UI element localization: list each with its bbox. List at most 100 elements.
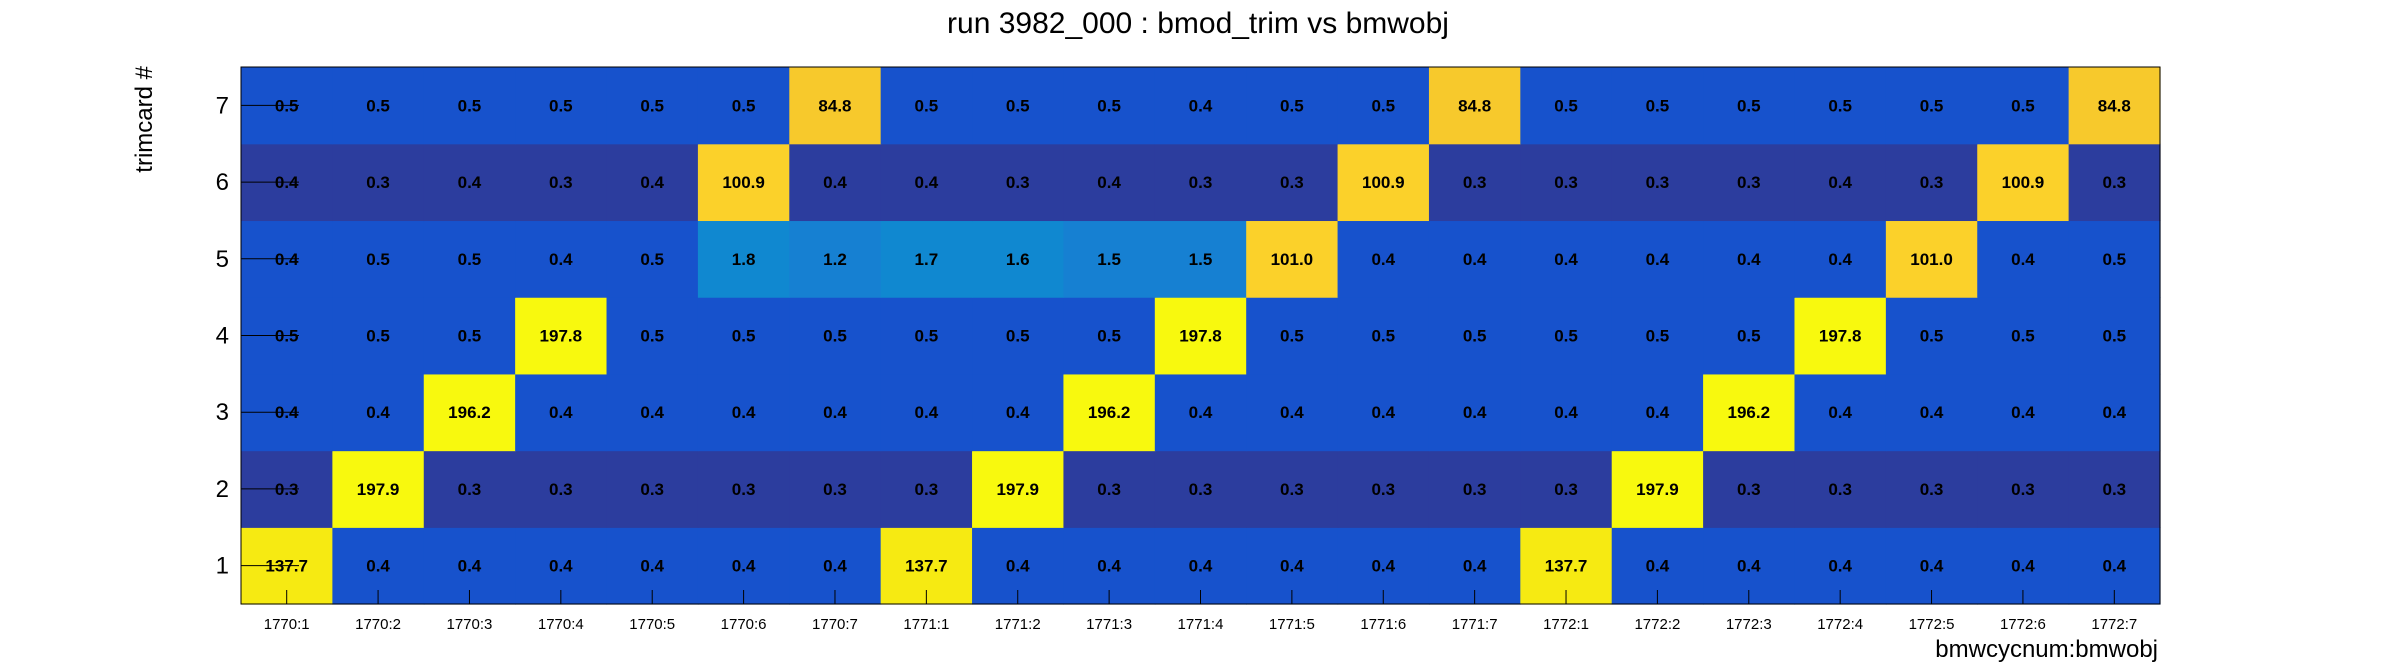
heatmap-cell <box>1337 450 1430 528</box>
heatmap-cell <box>1520 143 1613 222</box>
heatmap-cell <box>1794 373 1887 452</box>
heatmap-cell <box>1794 143 1887 222</box>
cell-value-label: 0.4 <box>915 403 939 422</box>
cell-value-label: 0.4 <box>732 557 756 576</box>
cell-value-label: 0.3 <box>1371 480 1395 499</box>
heatmap-cell <box>1794 297 1887 375</box>
cell-value-label: 0.3 <box>1828 480 1852 499</box>
heatmap-cell <box>515 67 608 145</box>
cell-value-label: 0.5 <box>549 96 573 115</box>
cell-value-label: 197.9 <box>1636 480 1679 499</box>
heatmap-cell <box>1063 297 1156 375</box>
x-tick-label: 1771:5 <box>1269 616 1315 633</box>
heatmap-cell <box>1520 297 1613 375</box>
cell-value-label: 0.5 <box>366 96 390 115</box>
heatmap-cell <box>1885 450 1978 528</box>
cell-value-label: 0.4 <box>2011 557 2035 576</box>
cell-value-label: 0.4 <box>1646 557 1670 576</box>
x-tick-label: 1772:3 <box>1726 616 1772 633</box>
cell-value-label: 0.3 <box>1463 173 1487 192</box>
cell-value-label: 0.4 <box>1006 403 1030 422</box>
cell-value-label: 0.5 <box>1371 96 1395 115</box>
cell-value-label: 0.5 <box>458 327 482 346</box>
y-tick-label: 4 <box>216 323 229 350</box>
cell-value-label: 0.3 <box>1463 480 1487 499</box>
cell-value-label: 0.3 <box>366 173 390 192</box>
cell-value-label: 0.5 <box>1463 327 1487 346</box>
cell-value-label: 0.4 <box>1006 557 1030 576</box>
y-tick-label: 7 <box>216 92 229 119</box>
heatmap-cell <box>2068 220 2161 298</box>
heatmap-cell <box>880 373 973 452</box>
heatmap-cell <box>1977 220 2070 298</box>
cell-value-label: 0.5 <box>1097 96 1121 115</box>
cell-value-label: 0.5 <box>1920 327 1944 346</box>
cell-value-label: 0.5 <box>1097 327 1121 346</box>
x-tick-label: 1771:7 <box>1452 616 1498 633</box>
cell-value-label: 0.4 <box>915 173 939 192</box>
cell-value-label: 0.5 <box>1737 96 1761 115</box>
cell-value-label: 0.3 <box>1920 173 1944 192</box>
cell-value-label: 0.3 <box>275 480 299 499</box>
cell-value-label: 1.7 <box>915 250 939 269</box>
heatmap-cell <box>423 373 516 452</box>
x-tick-label: 1772:4 <box>1817 616 1863 633</box>
cell-value-label: 0.4 <box>366 557 390 576</box>
cell-value-label: 0.4 <box>823 557 847 576</box>
cell-value-label: 0.5 <box>1828 96 1852 115</box>
cell-value-label: 100.9 <box>722 173 765 192</box>
heatmap-cell <box>515 450 608 528</box>
heatmap-cell <box>332 220 425 298</box>
cell-value-label: 197.9 <box>357 480 400 499</box>
heatmap-cell <box>2068 297 2161 375</box>
cell-value-label: 0.5 <box>1920 96 1944 115</box>
y-tick-label: 1 <box>216 553 229 580</box>
cell-value-label: 0.3 <box>1554 480 1578 499</box>
heatmap-cell <box>1703 297 1796 375</box>
cell-value-label: 0.4 <box>732 403 756 422</box>
cell-value-label: 0.5 <box>2102 327 2126 346</box>
heatmap-cell <box>1154 67 1247 145</box>
cell-value-label: 0.4 <box>549 557 573 576</box>
cell-value-label: 0.5 <box>915 327 939 346</box>
cell-value-label: 100.9 <box>1362 173 1405 192</box>
x-tick-label: 1770:7 <box>812 616 858 633</box>
cell-value-label: 0.4 <box>1828 250 1852 269</box>
heatmap-cell <box>697 297 790 375</box>
cell-value-label: 137.7 <box>905 557 948 576</box>
cell-value-label: 0.4 <box>1646 403 1670 422</box>
heatmap-cell <box>1520 373 1613 452</box>
heatmap-cell <box>1063 143 1156 222</box>
cell-value-label: 0.5 <box>1280 327 1304 346</box>
heatmap-cell <box>1337 67 1430 145</box>
y-tick-label: 5 <box>216 246 229 273</box>
heatmap-cell <box>1246 67 1339 145</box>
heatmap-cell <box>972 143 1065 222</box>
heatmap-cell <box>1977 143 2070 222</box>
cell-value-label: 0.4 <box>458 557 482 576</box>
heatmap-cell <box>972 297 1065 375</box>
heatmap-cell <box>423 143 516 222</box>
cell-value-label: 0.5 <box>640 327 664 346</box>
cell-value-label: 0.3 <box>1920 480 1944 499</box>
cell-value-label: 0.5 <box>1371 327 1395 346</box>
cell-value-label: 197.8 <box>1819 327 1862 346</box>
heatmap-cell <box>1063 67 1156 145</box>
heatmap-cell <box>606 450 699 528</box>
heatmap-cell <box>1154 450 1247 528</box>
cell-value-label: 0.4 <box>1737 250 1761 269</box>
heatmap-cell <box>1885 297 1978 375</box>
heatmap-cell <box>1885 67 1978 145</box>
cell-value-label: 0.3 <box>732 480 756 499</box>
cell-value-label: 84.8 <box>2098 96 2131 115</box>
heatmap-cell <box>789 143 882 222</box>
cell-value-label: 101.0 <box>1910 250 1953 269</box>
heatmap-cell <box>423 67 516 145</box>
heatmap-cell <box>1703 143 1796 222</box>
cell-value-label: 1.6 <box>1006 250 1030 269</box>
cell-value-label: 0.4 <box>2011 250 2035 269</box>
cell-value-label: 0.4 <box>366 403 390 422</box>
cell-value-label: 0.5 <box>1646 327 1670 346</box>
heatmap-cell <box>1977 373 2070 452</box>
cell-value-label: 0.5 <box>2011 327 2035 346</box>
